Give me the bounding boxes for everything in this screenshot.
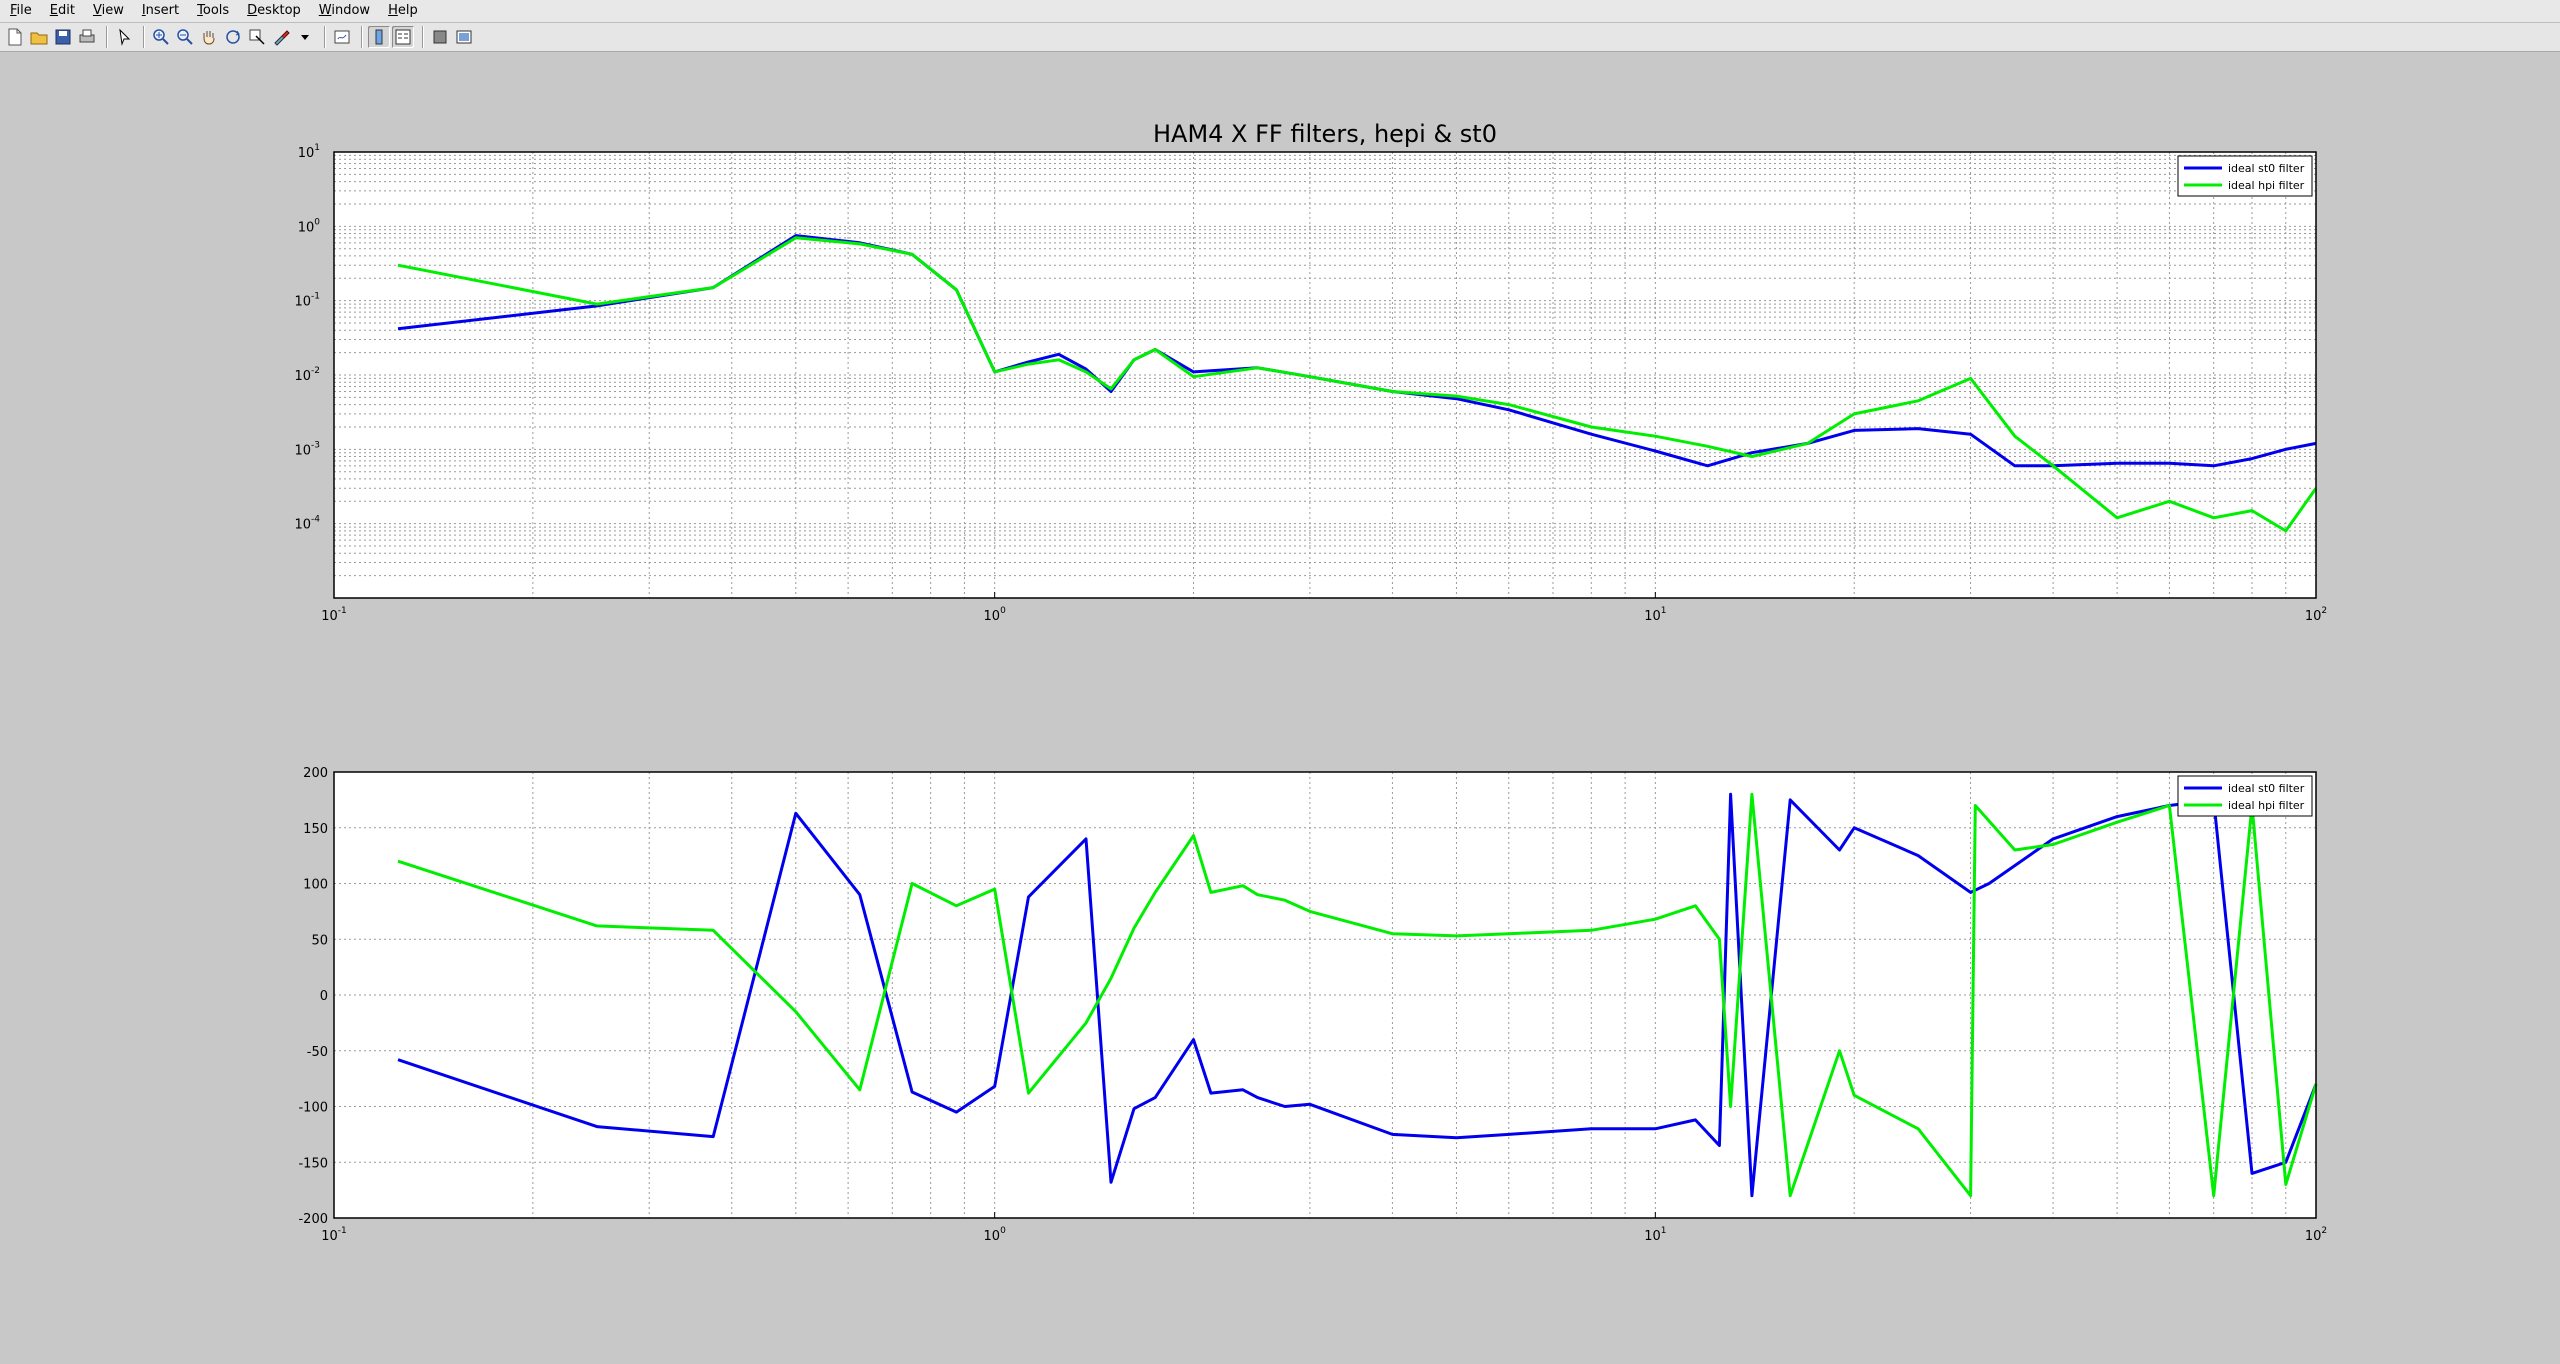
show-plot-tools-icon [456,30,472,44]
menu-insert[interactable]: Insert [141,3,180,18]
zoom-in-icon [153,29,169,45]
legend-box [2177,155,2313,197]
toolbar-separator [361,26,362,48]
print-figure-button[interactable] [76,26,98,48]
open-file-icon [30,32,48,45]
chart-2: 10-1 100 101 102 200 150 100 50 0 -50 -100 -150 -200… [298,766,2327,1244]
pan-hand-button[interactable] [198,26,220,48]
link-plot-button[interactable] [331,26,353,48]
y-tick-label: -150 [298,1156,328,1171]
menu-tools[interactable]: Tools [197,3,230,18]
y-tick-label: -100 [298,1101,328,1116]
y-tick-label: 0 [320,989,328,1004]
insert-legend-icon [395,29,411,45]
toolbar-separator [106,26,107,48]
insert-colorbar-icon [375,29,383,45]
menu-bar: File Edit View Insert Tools Desktop Window Help [0,0,2560,23]
edit-plot-arrow-icon [119,28,131,46]
y-tick-label: 101 [298,143,320,161]
axes-box [333,771,2317,1219]
data-cursor-icon [249,29,265,45]
print-figure-icon [79,29,95,43]
y-tick-label: 50 [311,933,328,948]
chart-1: 10-1 100 101 102 10-4 10-3 10-2 10-1 100 101 HAM4 … [294,120,2327,624]
legend-label: ideal hpi filter [2228,799,2305,812]
x-tick-label: 102 [2305,1226,2327,1244]
toolbar-separator [422,26,423,48]
zoom-out-icon [177,29,193,45]
show-plot-tools-button[interactable] [453,26,475,48]
brush-button[interactable] [270,26,292,48]
open-file-button[interactable] [28,26,50,48]
data-cursor-button[interactable] [246,26,268,48]
toolbar-separator [324,26,325,48]
x-tick-label: 101 [1644,606,1666,624]
new-figure-button[interactable] [4,26,26,48]
legend-box [2177,775,2313,817]
y-tick-label: 150 [303,822,328,837]
hide-plot-tools-icon [433,30,447,44]
rotate-3d-button[interactable] [222,26,244,48]
insert-colorbar-button[interactable] [368,26,390,48]
y-tick-label: 100 [303,878,328,893]
pan-hand-icon [203,31,215,45]
brush-icon [274,30,290,46]
toolbar-separator [143,26,144,48]
legend-label: ideal st0 filter [2228,782,2305,795]
x-tick-label: 101 [1644,1226,1666,1244]
brush-dropdown-icon [301,35,309,40]
menu-help[interactable]: Help [388,3,418,18]
save-figure-icon [55,29,71,45]
series-line-ideal-hpi-filter [397,236,2318,533]
menu-window[interactable]: Window [318,3,371,18]
y-tick-label: 10-1 [294,292,320,310]
menu-desktop[interactable]: Desktop [247,3,301,18]
figure-toolbar [0,23,2560,52]
y-tick-label: -200 [298,1212,328,1227]
y-tick-label: 10-2 [294,366,320,384]
link-plot-icon [334,30,350,44]
legend-label: ideal st0 filter [2228,162,2305,175]
edit-plot-arrow-button[interactable] [113,26,135,48]
x-tick-label: 10-1 [321,1226,347,1244]
legend[interactable]: ideal st0 filter ideal hpi filter [2177,775,2313,817]
y-tick-label: -50 [307,1045,328,1060]
y-tick-label: 10-3 [294,440,320,458]
menu-file[interactable]: File [10,3,32,18]
hide-plot-tools-button[interactable] [429,26,451,48]
brush-dropdown-button[interactable] [294,26,316,48]
rotate-3d-icon [226,30,240,44]
save-figure-button[interactable] [52,26,74,48]
legend[interactable]: ideal st0 filter ideal hpi filter [2177,155,2313,197]
axes-box [333,151,2317,599]
series-line-ideal-hpi-filter [397,792,2318,1198]
x-tick-label: 100 [984,606,1007,624]
x-tick-label: 102 [2305,606,2327,624]
y-tick-label: 200 [303,766,328,781]
menu-view[interactable]: View [92,3,124,18]
insert-legend-button[interactable] [392,26,414,48]
zoom-in-button[interactable] [150,26,172,48]
series-line-ideal-st0-filter [397,792,2318,1198]
y-tick-label: 100 [298,217,321,235]
chart-title: HAM4 X FF filters, hepi & st0 [1153,120,1497,148]
legend-label: ideal hpi filter [2228,179,2305,192]
menu-edit[interactable]: Edit [49,3,75,18]
zoom-out-button[interactable] [174,26,196,48]
new-figure-icon [8,28,22,46]
y-tick-label: 10-4 [294,515,320,533]
x-tick-label: 100 [984,1226,1007,1244]
x-tick-label: 10-1 [321,606,347,624]
